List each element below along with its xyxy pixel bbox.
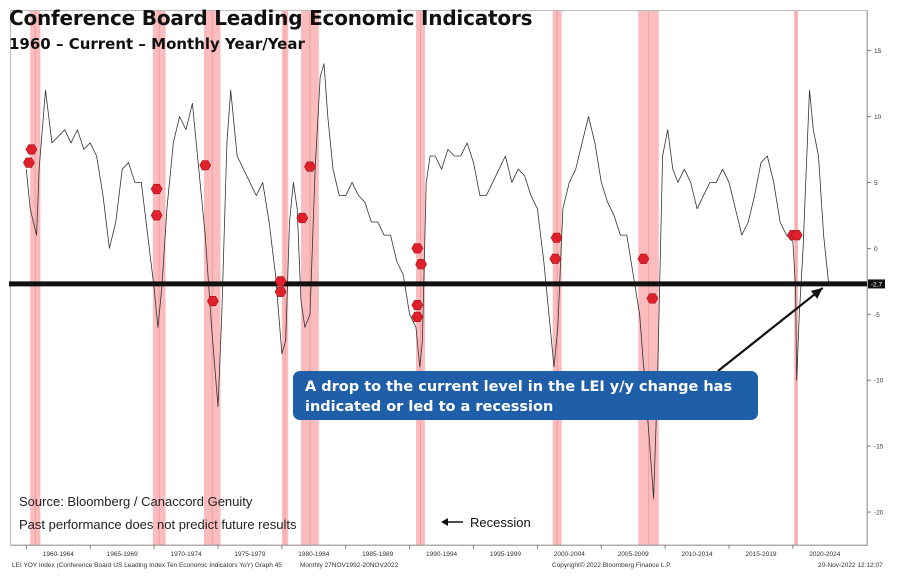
signal-marker — [411, 311, 424, 323]
x-tick-label: 2005-2009 — [618, 551, 649, 558]
y-tick-label: 0 — [874, 246, 878, 253]
source-note: Source: Bloomberg / Canaccord Genuity — [19, 494, 253, 509]
x-tick-label: 2000-2004 — [554, 551, 585, 558]
disclaimer-note: Past performance does not predict future… — [19, 517, 297, 532]
y-tick-label: -5 — [874, 312, 880, 319]
y-tick-label: -10 — [874, 378, 884, 385]
chart-border — [10, 10, 868, 546]
x-tick-label: 1980-1984 — [298, 551, 329, 558]
x-tick-label: 2015-2019 — [745, 551, 776, 558]
signal-marker — [304, 161, 316, 172]
signal-marker — [150, 210, 163, 221]
lei-yoy-line — [25, 63, 830, 500]
callout-arrow-line — [717, 287, 824, 372]
signal-marker — [199, 160, 212, 171]
current-level-label: -2.7 — [871, 281, 883, 288]
page-title: Conference Board Leading Economic Indica… — [9, 6, 533, 30]
y-tick-label: -20 — [874, 510, 884, 517]
signal-marker — [274, 276, 287, 287]
signal-marker — [415, 259, 427, 270]
x-tick-label: 2020-2024 — [809, 551, 840, 558]
signal-marker — [274, 286, 287, 297]
signal-marker — [637, 253, 650, 264]
callout-box: A drop to the current level in the LEI y… — [293, 371, 758, 420]
x-tick-label: 1975-1979 — [234, 551, 265, 558]
recession-legend-arrow-icon — [441, 518, 463, 526]
x-tick-label: 1995-1999 — [490, 551, 521, 558]
x-tick-label: 1970-1974 — [170, 551, 201, 558]
callout-arrow-head — [810, 287, 823, 299]
signal-marker — [550, 232, 563, 243]
x-tick-label: 1965-1969 — [107, 551, 138, 558]
signal-marker — [207, 295, 219, 307]
y-tick-label: 10 — [874, 114, 882, 121]
signal-marker — [23, 157, 35, 168]
footer-date: 20-Nov-2022 12:12:07 — [818, 562, 883, 569]
page-subtitle: 1960 – Current – Monthly Year/Year — [9, 35, 305, 53]
signal-marker — [411, 243, 424, 254]
signal-marker — [646, 293, 659, 304]
y-tick-label: 5 — [874, 180, 878, 187]
x-tick-label: 1960-1964 — [43, 551, 74, 558]
y-tick-label: 15 — [874, 48, 882, 55]
recession-legend-label: Recession — [470, 515, 531, 530]
signal-marker — [549, 253, 562, 264]
x-tick-label: 1990-1994 — [426, 551, 457, 558]
signal-marker — [25, 144, 38, 155]
signal-marker — [150, 183, 163, 195]
signal-marker — [411, 299, 424, 311]
signal-marker — [790, 230, 803, 241]
signal-marker — [296, 212, 309, 224]
current-level-tag — [868, 279, 885, 289]
callout-text: A drop to the current level in the LEI y… — [305, 379, 733, 415]
y-tick-label: -15 — [874, 444, 884, 451]
footer-mid: Monthly 27NOV1992-20NOV2022 — [300, 562, 399, 569]
x-tick-label: 1985-1989 — [362, 551, 393, 558]
footer-right: Copyright© 2022 Bloomberg Finance L.P. — [552, 562, 672, 569]
x-tick-label: 2010-2014 — [682, 551, 713, 558]
footer-left: LEI YOY Index (Conference Board US Leadi… — [12, 562, 282, 569]
